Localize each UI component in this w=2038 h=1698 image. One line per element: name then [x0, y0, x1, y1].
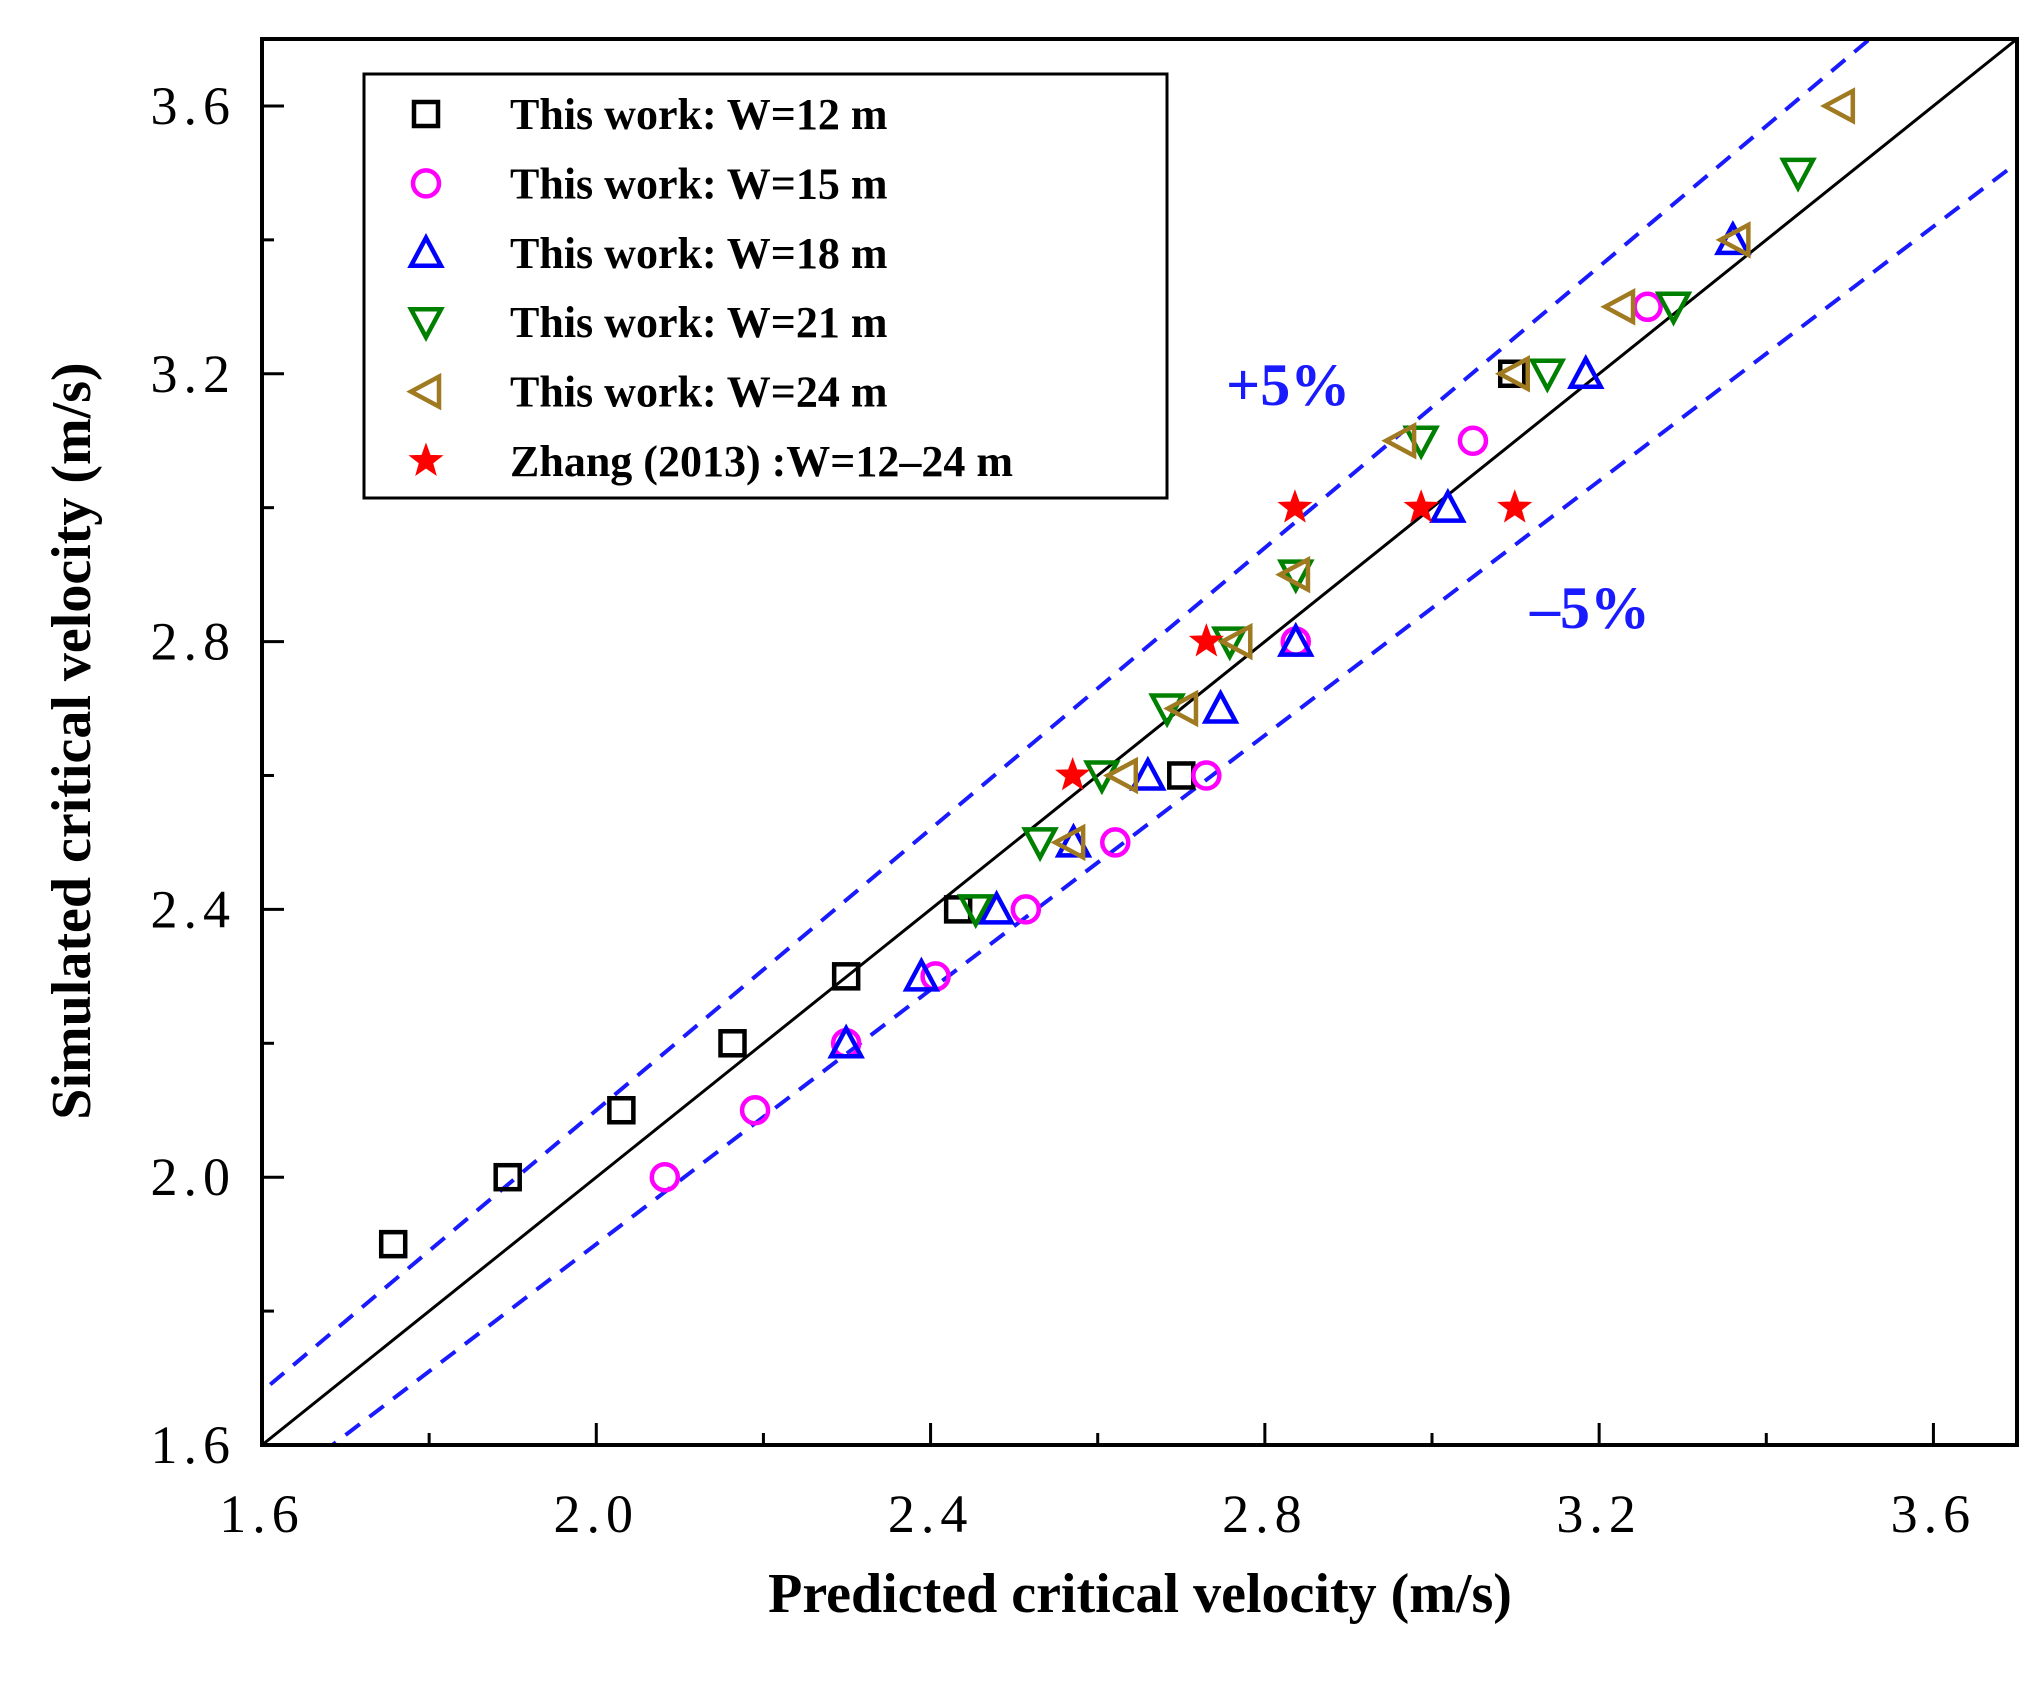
data-point-triangle-left: [1715, 221, 1751, 259]
data-point-triangle-down: [956, 894, 995, 930]
y-tick-label: 1.6: [151, 1415, 237, 1475]
data-point-triangle-left: [1820, 87, 1856, 125]
data-point-triangle-left: [1381, 421, 1417, 460]
data-point-triangle-up: [827, 1023, 865, 1059]
data-point-triangle-up: [902, 956, 941, 992]
x-tick-label: 2.8: [1222, 1484, 1308, 1544]
legend-box: [362, 72, 1169, 500]
data-point-circle: [1010, 894, 1042, 925]
data-point-star: [1497, 489, 1533, 523]
legend-label: This work: W=21 m: [510, 298, 888, 347]
x-tick-label: 1.6: [219, 1484, 305, 1544]
data-point-star: [1277, 489, 1313, 523]
reference-line-y-x: [262, 39, 2017, 1445]
y-tick-label: 2.4: [151, 879, 237, 939]
data-point-triangle-up: [1567, 353, 1605, 390]
data-point-square: [1167, 761, 1196, 790]
legend-label: This work: W=15 m: [510, 159, 888, 208]
y-axis-label: Simulated critical velocity (m/s): [41, 362, 103, 1119]
legend-marker-triangle-left: [406, 372, 442, 411]
data-point-triangle-left: [1050, 823, 1086, 862]
legend: This work: W=12 m This work: W=15 m This w…: [362, 72, 1169, 500]
data-point-square: [493, 1162, 522, 1192]
axes: 1.6 2.0 2.4 2.8 3.2 3.6 1.6 2.0 2.4 2.8 3.2 3.6: [151, 37, 2019, 1544]
data-point-square: [607, 1095, 636, 1125]
data-point-square: [718, 1029, 747, 1058]
y-tick-label: 3.2: [151, 344, 237, 404]
data-point-circle: [1191, 760, 1222, 791]
legend-label: Zhang (2013) :W=12–24 m: [510, 437, 1013, 486]
series-5: [1050, 87, 1856, 862]
legend-marker-square: [411, 99, 441, 129]
data-point-triangle-left: [1103, 756, 1139, 795]
data-point-circle: [1457, 425, 1489, 456]
data-point-triangle-left: [1217, 622, 1253, 661]
legend-marker-star: [408, 442, 444, 476]
data-point-triangle-up: [1429, 487, 1467, 523]
data-point-triangle-up: [977, 889, 1016, 925]
data-point-square: [378, 1229, 408, 1259]
data-point-circle: [649, 1161, 681, 1193]
plot-frame: [260, 37, 2019, 1447]
data-point-star: [1403, 489, 1439, 523]
data-point-circle: [1100, 827, 1131, 858]
reference-lines: [262, 39, 2017, 1445]
legend-label: This work: W=24 m: [510, 368, 888, 417]
y-tick-label: 2.8: [151, 612, 237, 672]
legend-label: This work: W=12 m: [510, 90, 888, 139]
data-point-triangle-left: [1275, 555, 1311, 594]
minus-5-percent-label: –5%: [1529, 575, 1650, 641]
data-point-star: [1188, 623, 1224, 657]
data-point-triangle-down: [1779, 157, 1817, 193]
data-point-triangle-up: [1129, 755, 1167, 791]
data-point-triangle-down: [1528, 358, 1567, 394]
legend-label: This work: W=18 m: [510, 229, 888, 278]
reference-line--5-: [329, 160, 2017, 1445]
legend-marker-triangle-down: [407, 306, 445, 342]
series-3: [827, 220, 1752, 1059]
plus-5-percent-label: +5%: [1226, 352, 1350, 418]
data-point-circle: [739, 1094, 771, 1126]
data-point-triangle-left: [1163, 689, 1199, 728]
data-point-triangle-left: [1494, 355, 1530, 393]
x-tick-label: 3.2: [1556, 1484, 1642, 1544]
data-point-square: [831, 962, 861, 991]
data-point-triangle-left: [1600, 288, 1636, 326]
data-point-triangle-up: [1201, 688, 1240, 724]
data-point-star: [1055, 757, 1091, 791]
legend-marker-triangle-up: [407, 233, 445, 269]
data-point-triangle-down: [1277, 559, 1315, 595]
data-point-triangle-up: [1277, 621, 1315, 657]
legend-marker-circle: [410, 168, 442, 199]
series-1: [378, 359, 1527, 1259]
data-point-circle: [1632, 291, 1663, 323]
data-point-triangle-down: [1021, 827, 1059, 863]
y-tick-label: 3.6: [151, 76, 237, 136]
y-tick-label: 2.0: [151, 1147, 237, 1207]
x-tick-label: 3.6: [1891, 1484, 1977, 1544]
data-point-triangle-down: [1654, 291, 1693, 327]
x-axis-label: Predicted critical velocity (m/s): [768, 1563, 1512, 1625]
data-points: [378, 87, 1856, 1259]
series-6: [1055, 489, 1533, 791]
x-tick-label: 2.0: [554, 1484, 640, 1544]
x-tick-label: 2.4: [888, 1484, 974, 1544]
